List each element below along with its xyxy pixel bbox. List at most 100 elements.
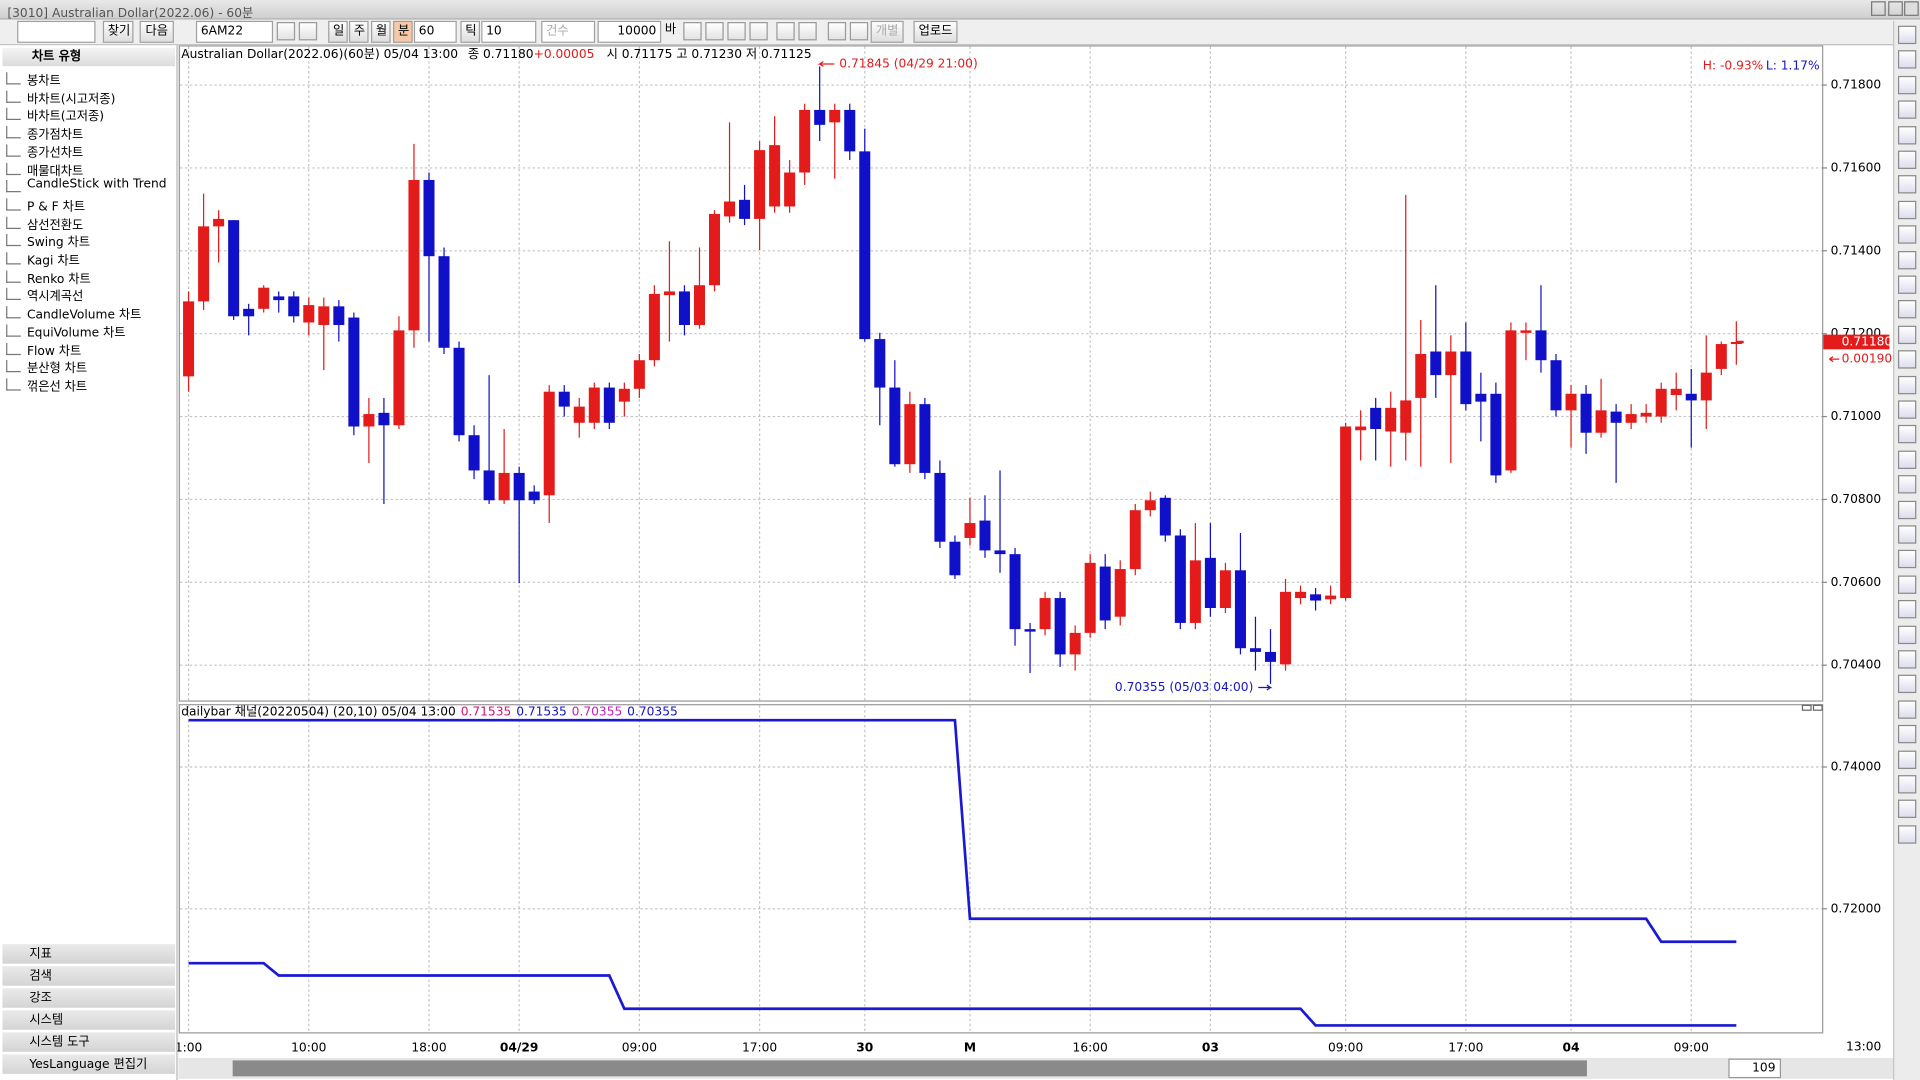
tool-icon[interactable]: [1897, 275, 1917, 294]
toolbar-icon[interactable]: [683, 22, 702, 41]
chart-type-icon: [6, 270, 21, 283]
tool-icon[interactable]: [1897, 100, 1917, 120]
tool-icon[interactable]: [1897, 675, 1917, 694]
tool-icon[interactable]: [1897, 175, 1917, 194]
toolbar-icon[interactable]: [776, 22, 795, 41]
tool-icon[interactable]: [1897, 550, 1917, 569]
chart-type-item[interactable]: 매물대차트: [26, 164, 84, 179]
toolbar-icon[interactable]: [798, 22, 817, 41]
toolbar-icon[interactable]: [298, 22, 318, 41]
pane-max[interactable]: [1812, 704, 1823, 711]
tool-icon[interactable]: [1897, 25, 1917, 45]
tool-icon[interactable]: [1897, 475, 1917, 494]
sidebar-section[interactable]: 시스템 도구: [2, 1031, 176, 1052]
maximize-button[interactable]: [1888, 1, 1903, 16]
chart-type-item[interactable]: Renko 차트: [26, 272, 91, 287]
account-combo[interactable]: [17, 20, 96, 43]
tick-button[interactable]: 틱: [460, 20, 481, 43]
sidebar-section[interactable]: 시스템: [2, 1008, 176, 1030]
chart-type-item[interactable]: CandleVolume 차트: [26, 308, 142, 323]
tool-icon[interactable]: [1897, 200, 1917, 219]
find-button[interactable]: 찾기: [102, 20, 134, 43]
candle-body: [1685, 393, 1697, 401]
tool-icon[interactable]: [1897, 700, 1917, 719]
tool-icon[interactable]: [1897, 400, 1917, 419]
tool-icon[interactable]: [1897, 125, 1917, 144]
sidebar-section[interactable]: 지표: [2, 942, 176, 964]
chart-type-item[interactable]: 종가점차트: [26, 128, 84, 143]
tool-icon[interactable]: [1897, 800, 1917, 819]
minimize-button[interactable]: [1871, 1, 1886, 16]
tool-icon[interactable]: [1897, 75, 1917, 95]
period-button[interactable]: 일: [328, 20, 348, 43]
sidebar-section[interactable]: 검색: [2, 964, 176, 986]
chart-type-item[interactable]: 바차트(고저종): [26, 110, 105, 125]
upload-button[interactable]: 업로드: [913, 20, 958, 43]
chart-type-item[interactable]: 봉차트: [26, 74, 61, 89]
chart-type-item[interactable]: 꺾은선 차트: [26, 380, 88, 395]
individual-button[interactable]: 개별: [870, 20, 904, 43]
chart-type-item[interactable]: 바차트(시고저종): [26, 92, 116, 107]
period-button[interactable]: 분: [393, 20, 413, 43]
tool-icon[interactable]: [1897, 325, 1917, 344]
chart-type-item[interactable]: Swing 차트: [26, 236, 91, 251]
tick-combo[interactable]: 10: [481, 20, 537, 43]
tool-icon[interactable]: [1897, 375, 1917, 394]
tool-icon[interactable]: [1897, 525, 1917, 544]
tool-icon[interactable]: [1897, 600, 1917, 619]
tool-icon[interactable]: [1897, 775, 1917, 794]
candle-body: [1670, 388, 1682, 396]
candle-body: [1565, 393, 1577, 411]
sidebar-section[interactable]: YesLanguage 편집기: [2, 1053, 176, 1074]
period-button[interactable]: 월: [371, 20, 391, 43]
tool-icon[interactable]: [1897, 450, 1917, 469]
tool-icon[interactable]: [1897, 350, 1917, 369]
tool-icon[interactable]: [1897, 725, 1917, 744]
candle-body: [934, 472, 946, 542]
tool-icon[interactable]: [1897, 750, 1917, 769]
indicator-title: dailybar 채널(20220504) (20,10) 05/04 13:0…: [181, 704, 456, 718]
sidebar-header[interactable]: 차트 유형: [2, 47, 176, 67]
scroll-thumb[interactable]: [232, 1060, 1587, 1077]
candle-body: [1189, 560, 1201, 623]
tool-icon[interactable]: [1897, 625, 1917, 644]
pane-min[interactable]: [1801, 704, 1812, 711]
chart-type-item[interactable]: Kagi 차트: [26, 254, 80, 269]
symbol-input[interactable]: 6AM22: [195, 20, 274, 43]
tool-icon[interactable]: [1897, 225, 1917, 244]
toolbar-icon[interactable]: [276, 22, 296, 41]
toolbar-icon[interactable]: [749, 22, 768, 41]
toolbar-icon[interactable]: [849, 22, 869, 41]
chart-type-item[interactable]: P & F 차트: [26, 200, 86, 215]
period-button[interactable]: 주: [348, 20, 369, 43]
chart-type-item[interactable]: Flow 차트: [26, 344, 82, 359]
tool-icon[interactable]: [1897, 150, 1917, 169]
tool-icon[interactable]: [1897, 250, 1917, 269]
tool-icon[interactable]: [1897, 50, 1917, 70]
chart-type-item[interactable]: 종가선차트: [26, 146, 84, 161]
toolbar-icon[interactable]: [827, 22, 847, 41]
count-combo[interactable]: 건수: [541, 20, 596, 43]
chart-type-item[interactable]: CandleStick with Trend: [26, 177, 167, 192]
tool-icon[interactable]: [1897, 300, 1917, 319]
zoom-box[interactable]: [1728, 1058, 1782, 1079]
tool-icon[interactable]: [1897, 425, 1917, 444]
toolbar-icon[interactable]: [727, 22, 746, 41]
chart-type-item[interactable]: 분산형 차트: [26, 362, 88, 377]
chart-type-icon: [6, 360, 21, 373]
x-tick-label: 17:00: [742, 1041, 777, 1055]
chart-type-item[interactable]: EquiVolume 차트: [26, 326, 126, 341]
toolbar-icon[interactable]: [705, 22, 724, 41]
tool-icon[interactable]: [1897, 825, 1917, 844]
count-input[interactable]: 10000: [597, 20, 662, 43]
tool-icon[interactable]: [1897, 650, 1917, 669]
chart-type-item[interactable]: 역시계곡선: [26, 290, 84, 305]
sidebar-section[interactable]: 강조: [2, 986, 176, 1008]
tool-icon[interactable]: [1897, 575, 1917, 594]
interval-combo[interactable]: 60: [413, 20, 457, 43]
chart-type-item[interactable]: 삼선전환도: [26, 218, 84, 233]
next-button[interactable]: 다음: [139, 20, 174, 43]
close-button[interactable]: [1904, 1, 1919, 16]
tool-icon[interactable]: [1897, 500, 1917, 519]
low-arrow: [1258, 684, 1273, 691]
